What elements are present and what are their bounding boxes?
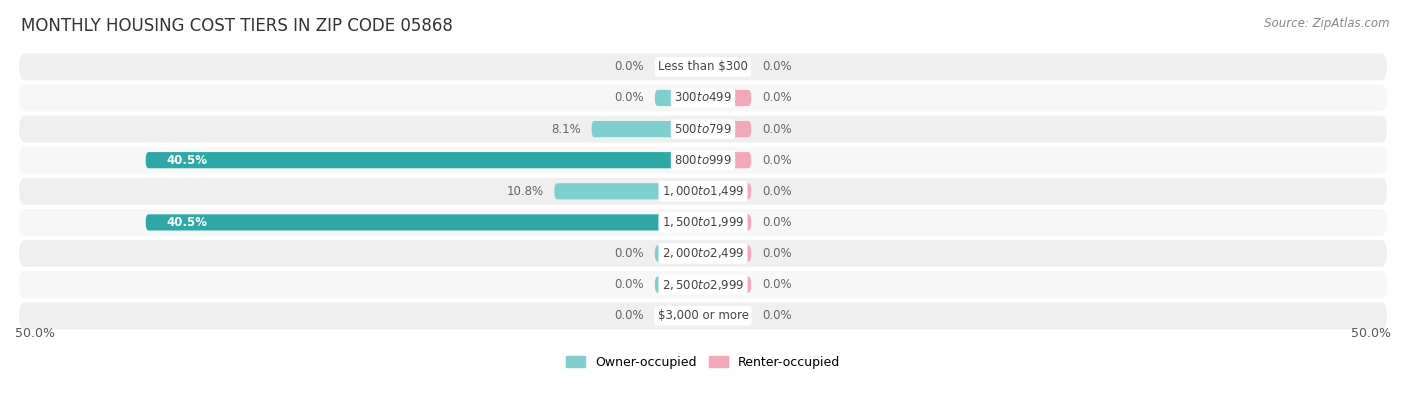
Text: 8.1%: 8.1%: [551, 122, 581, 136]
FancyBboxPatch shape: [703, 121, 751, 137]
FancyBboxPatch shape: [655, 245, 703, 261]
FancyBboxPatch shape: [554, 183, 703, 199]
Text: 0.0%: 0.0%: [614, 278, 644, 291]
FancyBboxPatch shape: [592, 121, 703, 137]
FancyBboxPatch shape: [20, 54, 1386, 80]
Text: 0.0%: 0.0%: [762, 216, 792, 229]
Text: MONTHLY HOUSING COST TIERS IN ZIP CODE 05868: MONTHLY HOUSING COST TIERS IN ZIP CODE 0…: [21, 17, 453, 34]
FancyBboxPatch shape: [20, 303, 1386, 329]
Text: 0.0%: 0.0%: [762, 122, 792, 136]
FancyBboxPatch shape: [20, 85, 1386, 111]
FancyBboxPatch shape: [703, 90, 751, 106]
FancyBboxPatch shape: [146, 214, 703, 230]
Text: $1,500 to $1,999: $1,500 to $1,999: [662, 215, 744, 229]
Text: 0.0%: 0.0%: [614, 91, 644, 105]
FancyBboxPatch shape: [20, 209, 1386, 236]
Legend: Owner-occupied, Renter-occupied: Owner-occupied, Renter-occupied: [561, 351, 845, 374]
FancyBboxPatch shape: [20, 116, 1386, 142]
Text: $300 to $499: $300 to $499: [673, 91, 733, 105]
Text: 0.0%: 0.0%: [762, 247, 792, 260]
Text: $2,500 to $2,999: $2,500 to $2,999: [662, 278, 744, 292]
FancyBboxPatch shape: [146, 152, 703, 168]
Text: 50.0%: 50.0%: [1351, 327, 1391, 340]
Text: 0.0%: 0.0%: [762, 309, 792, 322]
FancyBboxPatch shape: [655, 308, 703, 324]
Text: 40.5%: 40.5%: [166, 154, 207, 167]
FancyBboxPatch shape: [703, 308, 751, 324]
FancyBboxPatch shape: [703, 245, 751, 261]
FancyBboxPatch shape: [20, 240, 1386, 267]
Text: 0.0%: 0.0%: [762, 91, 792, 105]
Text: 40.5%: 40.5%: [166, 216, 207, 229]
Text: 50.0%: 50.0%: [15, 327, 55, 340]
Text: 0.0%: 0.0%: [614, 309, 644, 322]
FancyBboxPatch shape: [655, 90, 703, 106]
FancyBboxPatch shape: [655, 276, 703, 293]
Text: Source: ZipAtlas.com: Source: ZipAtlas.com: [1264, 17, 1389, 29]
Text: 0.0%: 0.0%: [614, 60, 644, 73]
Text: 10.8%: 10.8%: [506, 185, 543, 198]
Text: $1,000 to $1,499: $1,000 to $1,499: [662, 184, 744, 198]
Text: $3,000 or more: $3,000 or more: [658, 309, 748, 322]
Text: $2,000 to $2,499: $2,000 to $2,499: [662, 247, 744, 261]
Text: 0.0%: 0.0%: [762, 154, 792, 167]
FancyBboxPatch shape: [20, 271, 1386, 298]
FancyBboxPatch shape: [703, 152, 751, 168]
Text: Less than $300: Less than $300: [658, 60, 748, 73]
Text: $500 to $799: $500 to $799: [673, 122, 733, 136]
FancyBboxPatch shape: [703, 59, 751, 75]
FancyBboxPatch shape: [20, 147, 1386, 173]
FancyBboxPatch shape: [20, 178, 1386, 205]
FancyBboxPatch shape: [703, 214, 751, 230]
Text: 0.0%: 0.0%: [762, 60, 792, 73]
FancyBboxPatch shape: [655, 59, 703, 75]
FancyBboxPatch shape: [703, 276, 751, 293]
Text: 0.0%: 0.0%: [762, 278, 792, 291]
Text: $800 to $999: $800 to $999: [673, 154, 733, 167]
Text: 0.0%: 0.0%: [762, 185, 792, 198]
Text: 0.0%: 0.0%: [614, 247, 644, 260]
FancyBboxPatch shape: [703, 183, 751, 199]
